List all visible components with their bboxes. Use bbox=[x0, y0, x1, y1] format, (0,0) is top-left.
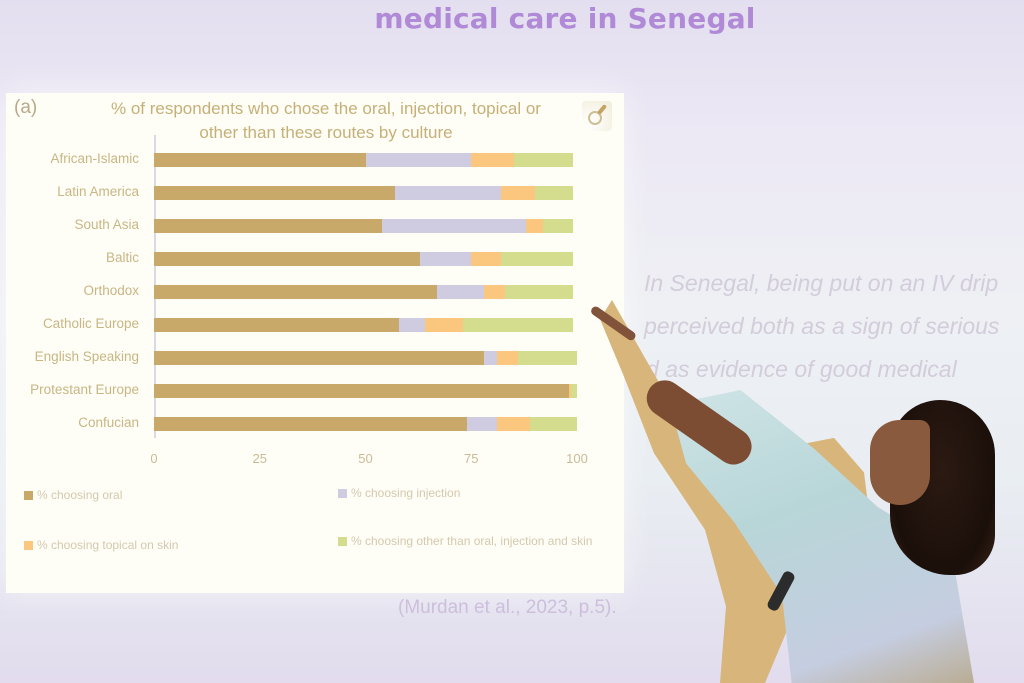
bar-segment bbox=[467, 417, 497, 431]
bar-segment bbox=[530, 417, 577, 431]
bar-row: Confucian bbox=[6, 407, 624, 440]
x-tick-label: 25 bbox=[252, 451, 267, 466]
chart-panel: (a) % of respondents who chose the oral,… bbox=[6, 93, 624, 593]
category-label: South Asia bbox=[74, 217, 139, 232]
bar-segment bbox=[154, 219, 383, 233]
legend-label: % choosing injection bbox=[351, 486, 461, 500]
category-label: Protestant Europe bbox=[30, 382, 139, 397]
bar-row: South Asia bbox=[6, 209, 624, 242]
bar-segment bbox=[483, 285, 506, 299]
category-label: English Speaking bbox=[34, 349, 139, 364]
bar-segment bbox=[517, 351, 577, 365]
stacked-bar bbox=[154, 153, 577, 167]
bar-row: Orthodox bbox=[6, 275, 624, 308]
legend-label: % choosing topical on skin bbox=[37, 538, 179, 552]
chart-title: % of respondents who chose the oral, inj… bbox=[66, 97, 586, 145]
chart-title-line: other than these routes by culture bbox=[199, 123, 453, 142]
bar-segment bbox=[483, 351, 497, 365]
bar-row: English Speaking bbox=[6, 341, 624, 374]
bar-segment bbox=[513, 153, 573, 167]
pointing-finger bbox=[589, 304, 638, 343]
stacked-bar bbox=[154, 417, 577, 431]
quote-text: In Senegal, being put on an IV drip perc… bbox=[644, 262, 1024, 391]
panel-label: (a) bbox=[14, 97, 38, 118]
bar-rows: African-Islamic Latin America South Asia Ba… bbox=[6, 143, 624, 440]
bar-segment bbox=[570, 384, 577, 398]
citation: (Murdan et al., 2023, p.5). bbox=[398, 597, 617, 618]
magnifier-handle bbox=[596, 104, 608, 115]
bar-row: Baltic bbox=[6, 242, 624, 275]
bar-segment bbox=[395, 186, 501, 200]
slide-title: medical care in Senegal bbox=[374, 2, 756, 35]
presenter-photo bbox=[589, 300, 1024, 683]
legend-item-oral: % choosing oral bbox=[24, 488, 122, 502]
bar-segment bbox=[154, 285, 438, 299]
category-label: Catholic Europe bbox=[42, 316, 139, 331]
bar-segment bbox=[424, 318, 463, 332]
presenter-face bbox=[870, 420, 930, 505]
legend-swatch bbox=[338, 536, 347, 546]
legend-swatch bbox=[24, 540, 33, 550]
bar-segment bbox=[500, 186, 535, 200]
bar-segment bbox=[496, 351, 518, 365]
bar-row: Protestant Europe bbox=[6, 374, 624, 407]
x-tick-label: 0 bbox=[150, 451, 158, 466]
stacked-bar bbox=[154, 219, 577, 233]
legend-item-injection: % choosing injection bbox=[338, 486, 460, 500]
bar-segment bbox=[471, 153, 514, 167]
bar-segment bbox=[154, 384, 569, 398]
legend-item-topical: % choosing topical on skin bbox=[24, 538, 178, 552]
stacked-bar bbox=[154, 186, 577, 200]
legend-label: % choosing oral bbox=[37, 488, 123, 502]
bar-row: Catholic Europe bbox=[6, 308, 624, 341]
bar-segment bbox=[534, 186, 573, 200]
bar-segment bbox=[568, 384, 571, 398]
bar-segment bbox=[154, 417, 468, 431]
bar-segment bbox=[437, 285, 484, 299]
bar-segment bbox=[154, 318, 400, 332]
legend-item-other: % choosing other than oral, injection an… bbox=[338, 534, 592, 548]
bar-segment bbox=[154, 252, 421, 266]
bar-segment bbox=[471, 252, 501, 266]
stacked-bar bbox=[154, 351, 577, 365]
bar-segment bbox=[543, 219, 573, 233]
x-tick-label: 75 bbox=[464, 451, 479, 466]
category-label: Orthodox bbox=[83, 283, 139, 298]
bar-segment bbox=[154, 186, 396, 200]
bar-segment bbox=[154, 351, 484, 365]
bar-segment bbox=[462, 318, 573, 332]
magnifier-lens bbox=[588, 111, 602, 125]
x-tick-label: 50 bbox=[358, 451, 373, 466]
category-label: Confucian bbox=[78, 415, 139, 430]
bar-segment bbox=[365, 153, 472, 167]
category-label: Latin America bbox=[57, 184, 139, 199]
stacked-bar bbox=[154, 285, 577, 299]
x-tick-label: 100 bbox=[566, 451, 588, 466]
quote-line: perceived both as a sign of serious bbox=[644, 313, 1000, 339]
bar-row: African-Islamic bbox=[6, 143, 624, 176]
bar-segment bbox=[420, 252, 472, 266]
quote-line: In Senegal, being put on an IV drip bbox=[644, 270, 999, 296]
bar-segment bbox=[399, 318, 425, 332]
magnifier-icon[interactable] bbox=[582, 101, 612, 131]
category-label: Baltic bbox=[105, 250, 139, 265]
stacked-bar bbox=[154, 252, 577, 266]
chart-title-line: % of respondents who chose the oral, inj… bbox=[111, 99, 541, 118]
bar-segment bbox=[382, 219, 527, 233]
bar-segment bbox=[505, 285, 573, 299]
stacked-bar bbox=[154, 384, 577, 398]
legend-swatch bbox=[24, 490, 33, 500]
quote-line: d as evidence of good medical bbox=[646, 356, 957, 382]
legend-label: % choosing other than oral, injection an… bbox=[351, 534, 593, 548]
bar-row: Latin America bbox=[6, 176, 624, 209]
x-axis-ticks: 0 25 50 75 100 bbox=[150, 451, 587, 471]
category-label: African-Islamic bbox=[50, 151, 139, 166]
legend-swatch bbox=[338, 488, 347, 498]
bar-segment bbox=[154, 153, 366, 167]
bar-segment bbox=[500, 252, 573, 266]
bar-segment bbox=[526, 219, 544, 233]
bar-segment bbox=[496, 417, 531, 431]
stacked-bar bbox=[154, 318, 577, 332]
